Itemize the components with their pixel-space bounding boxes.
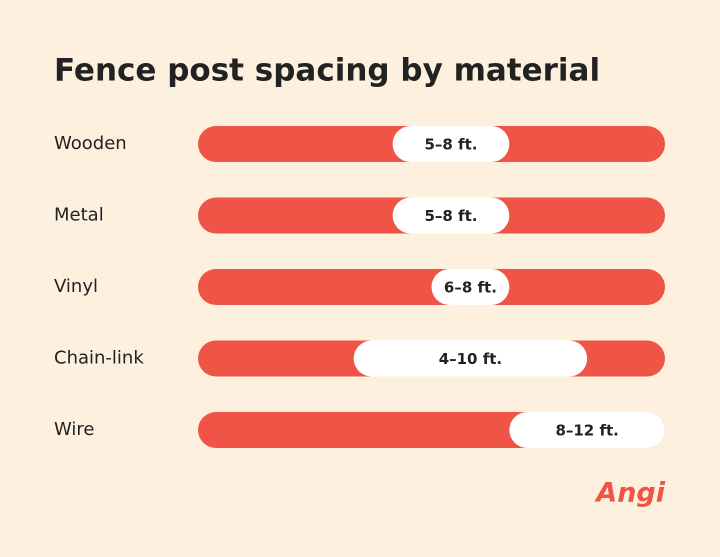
brand-logo: Angi	[594, 478, 665, 509]
range-pill	[392, 126, 510, 162]
value-label: 4–10 ft.	[439, 350, 502, 368]
value-label: 5–8 ft.	[424, 136, 477, 154]
category-label: Wooden	[54, 133, 127, 154]
range-pill	[431, 269, 510, 305]
category-label: Vinyl	[54, 276, 98, 297]
range-pill	[353, 340, 588, 377]
range-pill	[392, 197, 510, 234]
value-label: 6–8 ft.	[444, 279, 497, 297]
category-label: Metal	[54, 205, 104, 226]
category-label: Wire	[54, 419, 94, 440]
value-label: 8–12 ft.	[555, 422, 618, 440]
category-label: Chain-link	[54, 348, 144, 369]
chart-title: Fence post spacing by material	[54, 53, 600, 89]
value-label: 5–8 ft.	[424, 207, 477, 225]
range-pill	[509, 412, 665, 448]
